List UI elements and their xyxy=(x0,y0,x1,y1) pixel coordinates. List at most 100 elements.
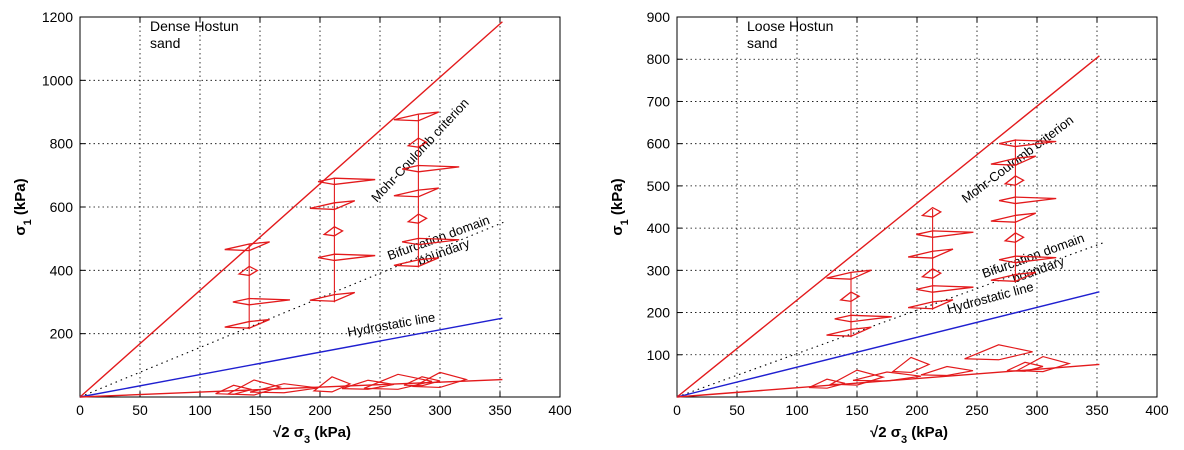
response-glyph xyxy=(990,271,1037,282)
base-response-glyph xyxy=(964,344,1033,361)
y-axis-label: σ1 (kPa) xyxy=(609,178,631,235)
y-tick-label: 100 xyxy=(647,347,671,363)
y-tick-label: 200 xyxy=(647,305,671,321)
base-response-glyph xyxy=(363,373,433,390)
curve-label: Bifurcation domainboundary xyxy=(980,230,1091,295)
curve-label: Hydrostatic line xyxy=(346,309,436,339)
y-tick-label: 800 xyxy=(647,51,671,67)
response-glyph xyxy=(907,248,954,259)
response-glyph xyxy=(393,111,440,122)
y-axis-label: σ1 (kPa) xyxy=(12,178,34,235)
base-response-glyph xyxy=(852,371,922,382)
x-tick-label: 300 xyxy=(1025,402,1049,418)
base-response-glyph xyxy=(312,376,352,393)
x-tick-label: 50 xyxy=(729,402,745,418)
response-glyph xyxy=(998,255,1057,264)
base-response-glyph xyxy=(891,356,931,374)
base-response-glyph xyxy=(1014,355,1072,373)
curve-label: Mohr-Coulomb criterion xyxy=(959,112,1077,206)
sand-type-annotation: Loose Hostun sand xyxy=(747,18,833,51)
dense-sand-chart: 0 50 100 150 200 250 300 350 400 200 400 600 800 1000… xyxy=(12,9,572,446)
response-glyph xyxy=(990,212,1037,223)
hydrostatic-line-line xyxy=(676,291,1100,398)
response-glyph xyxy=(998,139,1057,148)
base-response-glyph xyxy=(808,378,846,389)
response-glyph xyxy=(916,285,974,293)
y-tick-label: 200 xyxy=(50,326,74,342)
x-tick-label: 100 xyxy=(188,402,212,418)
y-tick-label: 500 xyxy=(647,178,671,194)
hydrostatic-line-line xyxy=(79,317,503,398)
response-glyph xyxy=(393,187,440,198)
y-tick-label: 800 xyxy=(50,136,74,152)
response-glyph xyxy=(826,326,872,337)
x-tick-label: 0 xyxy=(673,402,681,418)
x-tick-label: 250 xyxy=(965,402,989,418)
curve-label: Bifurcation domainboundary xyxy=(385,212,496,277)
x-tick-label: 350 xyxy=(1085,402,1109,418)
y-tick-label: 1200 xyxy=(42,9,73,25)
x-tick-label: 400 xyxy=(548,402,572,418)
grid xyxy=(677,17,1157,397)
y-tick-label: 400 xyxy=(50,262,74,278)
response-glyph xyxy=(317,177,376,186)
x-axis-label: √2 σ3 (kPa) xyxy=(870,424,948,446)
response-glyph xyxy=(401,237,460,246)
response-glyph xyxy=(406,213,428,224)
response-glyph xyxy=(237,265,259,277)
response-glyph xyxy=(1003,232,1025,243)
grid xyxy=(80,17,560,397)
x-tick-label: 300 xyxy=(428,402,452,418)
response-glyph xyxy=(839,291,861,303)
base-response-glyph xyxy=(403,376,441,387)
x-tick-label: 400 xyxy=(1145,402,1169,418)
base-response-glyph xyxy=(341,379,395,390)
base-line xyxy=(79,378,503,398)
response-glyph xyxy=(309,200,356,211)
response-glyph xyxy=(406,137,428,148)
base-response-glyph xyxy=(920,365,974,377)
curve-label: Mohr-Coulomb criterion xyxy=(368,95,472,205)
y-tick-label: 700 xyxy=(647,93,671,109)
response-glyph xyxy=(322,225,344,237)
x-tick-label: 200 xyxy=(905,402,929,418)
response-glyph xyxy=(998,196,1057,205)
response-glyph xyxy=(920,268,943,279)
response-glyph xyxy=(224,318,270,329)
x-tick-label: 200 xyxy=(308,402,332,418)
x-tick-label: 50 xyxy=(132,402,148,418)
response-glyph xyxy=(920,206,943,218)
mohr-coulomb-criterion-line xyxy=(79,21,503,398)
y-tick-label: 600 xyxy=(50,199,74,215)
response-glyph xyxy=(826,269,872,280)
x-tick-label: 150 xyxy=(248,402,272,418)
response-glyphs xyxy=(215,111,469,396)
y-tick-label: 1000 xyxy=(42,72,73,88)
base-response-glyph xyxy=(225,379,283,396)
response-glyph xyxy=(990,155,1037,166)
response-glyph xyxy=(834,314,892,323)
mohr-coulomb-criterion-line xyxy=(676,55,1100,398)
response-glyph xyxy=(232,297,291,306)
x-tick-label: 0 xyxy=(76,402,84,418)
x-tick-label: 350 xyxy=(488,402,512,418)
response-glyph xyxy=(401,164,460,173)
x-axis-label: √2 σ3 (kPa) xyxy=(273,424,351,446)
response-glyphs xyxy=(808,139,1072,389)
y-tick-label: 600 xyxy=(647,136,671,152)
loose-sand-chart: 0 50 100 150 200 250 300 350 400 100 200 300 400 500 6… xyxy=(609,9,1169,446)
series-lines xyxy=(676,55,1104,398)
x-tick-label: 150 xyxy=(845,402,869,418)
y-tick-label: 300 xyxy=(647,262,671,278)
response-glyph xyxy=(916,230,974,238)
x-tick-label: 250 xyxy=(368,402,392,418)
response-glyph xyxy=(393,257,440,268)
response-glyph xyxy=(907,299,954,310)
base-response-glyph xyxy=(411,371,469,389)
series-lines xyxy=(79,21,507,398)
x-tick-label: 100 xyxy=(785,402,809,418)
bifurcation-domain-boundary-line xyxy=(676,242,1104,398)
response-glyph xyxy=(224,241,270,252)
base-response-glyph xyxy=(828,369,886,386)
